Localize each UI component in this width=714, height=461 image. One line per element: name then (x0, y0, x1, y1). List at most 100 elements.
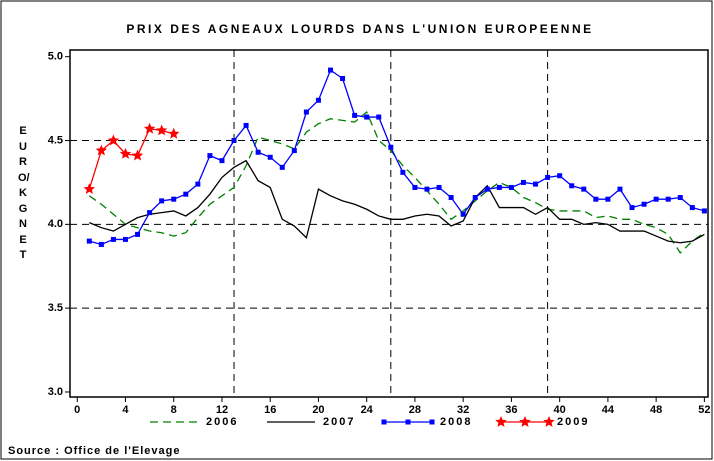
marker (557, 173, 563, 179)
marker (448, 195, 454, 201)
marker (545, 174, 551, 180)
marker (156, 124, 168, 136)
marker (653, 196, 659, 202)
x-tick-label: 16 (264, 404, 276, 416)
marker (484, 186, 490, 192)
marker (429, 419, 435, 425)
marker (98, 241, 104, 247)
marker (135, 231, 141, 237)
marker (171, 196, 177, 202)
marker (279, 164, 285, 170)
marker (315, 97, 321, 103)
marker (328, 67, 334, 73)
marker (400, 169, 406, 175)
marker (195, 181, 201, 187)
series-line (88, 110, 705, 254)
marker (495, 416, 507, 427)
marker (533, 181, 539, 187)
x-tick-label: 52 (698, 404, 710, 416)
marker (207, 153, 213, 159)
y-axis-label: EURO/KG NET (18, 125, 30, 261)
marker (352, 112, 358, 118)
marker (131, 149, 144, 161)
marker (581, 186, 587, 192)
chart-title: PRIX DES AGNEAUX LOURDS DANS L'UNION EUR… (126, 22, 593, 36)
marker (519, 416, 531, 427)
marker (122, 236, 128, 242)
marker (147, 210, 153, 216)
marker (641, 201, 647, 207)
marker (267, 154, 273, 160)
marker (183, 191, 189, 197)
marker (424, 186, 430, 192)
x-tick-label: 36 (505, 404, 517, 416)
x-tick-label: 28 (409, 404, 421, 416)
x-tick-label: 48 (650, 404, 662, 416)
y-tick-label: 5.0 (48, 51, 63, 63)
marker (168, 127, 180, 139)
marker (364, 114, 370, 120)
y-tick-label: 4.0 (48, 218, 63, 230)
marker (143, 122, 156, 134)
x-tick-label: 32 (457, 404, 469, 416)
marker (83, 183, 95, 194)
marker (95, 144, 108, 156)
marker (436, 184, 442, 190)
marker (508, 184, 514, 190)
marker (231, 138, 237, 144)
marker (496, 184, 502, 190)
marker (159, 198, 165, 204)
marker (593, 196, 599, 202)
x-tick-label: 44 (602, 404, 615, 416)
marker (107, 134, 120, 146)
marker (665, 196, 671, 202)
marker (303, 109, 309, 115)
marker (405, 419, 411, 425)
legend-label: 2007 (323, 416, 355, 428)
legend-label: 2009 (557, 416, 589, 428)
marker (110, 236, 116, 242)
marker (520, 179, 526, 185)
marker (119, 147, 132, 159)
source: Source : Office de l'Elevage (8, 445, 180, 457)
series-line (89, 69, 705, 246)
marker (629, 205, 635, 211)
x-tick-label: 40 (554, 404, 566, 416)
marker (701, 208, 707, 214)
y-tick-label: 3.5 (48, 302, 63, 314)
series-line (89, 159, 705, 244)
marker (381, 419, 387, 425)
y-tick-label: 3.0 (48, 386, 63, 398)
marker (219, 158, 225, 164)
marker (605, 196, 611, 202)
x-tick-label: 24 (361, 404, 374, 416)
x-tick-label: 4 (122, 404, 129, 416)
x-tick-label: 0 (74, 404, 80, 416)
legend-label: 2006 (206, 416, 238, 428)
marker (460, 211, 466, 217)
x-tick-label: 8 (171, 404, 177, 416)
marker (86, 238, 92, 244)
marker (543, 416, 555, 427)
marker (243, 122, 249, 128)
marker (569, 183, 575, 189)
marker (388, 144, 394, 150)
marker (412, 184, 418, 190)
marker (617, 186, 623, 192)
series-line (88, 128, 174, 190)
x-tick-label: 20 (312, 404, 324, 416)
marker (689, 205, 695, 211)
marker (376, 114, 382, 120)
legend-label: 2008 (440, 416, 472, 428)
marker (255, 149, 261, 155)
plot-frame (69, 49, 709, 398)
marker (472, 195, 478, 201)
marker (677, 195, 683, 201)
marker (340, 75, 346, 81)
x-tick-label: 12 (216, 404, 228, 416)
marker (291, 148, 297, 154)
y-tick-label: 4.5 (48, 134, 63, 146)
